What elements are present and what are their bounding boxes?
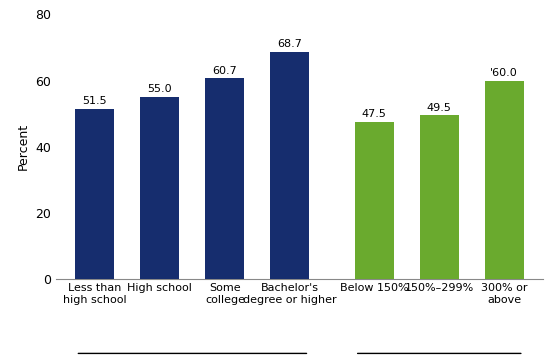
Bar bbox=[485, 81, 524, 279]
Text: '60.0: '60.0 bbox=[491, 68, 518, 78]
Bar bbox=[420, 115, 459, 279]
Y-axis label: Percent: Percent bbox=[17, 123, 30, 170]
Bar bbox=[355, 122, 394, 279]
Bar bbox=[206, 78, 244, 279]
Bar bbox=[270, 52, 309, 279]
Bar bbox=[76, 109, 114, 279]
Text: 47.5: 47.5 bbox=[362, 109, 387, 119]
Bar bbox=[141, 97, 179, 279]
Text: 51.5: 51.5 bbox=[83, 96, 108, 106]
Text: 68.7: 68.7 bbox=[277, 39, 302, 49]
Text: 49.5: 49.5 bbox=[427, 103, 452, 113]
Text: 55.0: 55.0 bbox=[148, 84, 172, 95]
Text: 60.7: 60.7 bbox=[213, 66, 237, 76]
